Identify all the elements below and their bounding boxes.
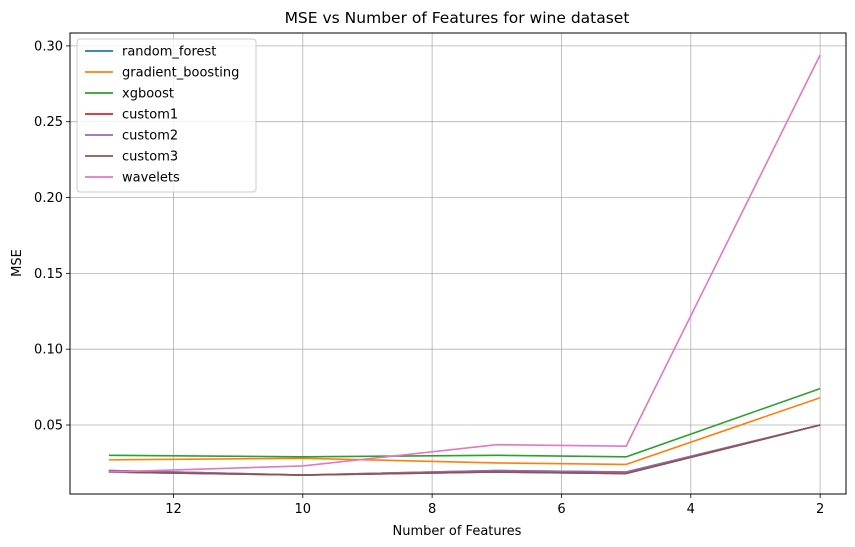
- x-axis-ticks: 12 10 8 6 4 2: [165, 494, 824, 517]
- x-tick-label: 8: [428, 502, 436, 517]
- series-line-gradient-boosting: [108, 396, 821, 466]
- legend-label: custom3: [122, 150, 178, 165]
- series-line-custom3: [108, 424, 821, 476]
- y-axis-label: MSE: [10, 249, 25, 277]
- x-tick-label: 6: [557, 502, 565, 517]
- legend-label: wavelets: [122, 171, 180, 186]
- legend-label: random_forest: [122, 45, 216, 60]
- series-line-xgboost: [108, 387, 821, 458]
- y-tick-label: 0.10: [34, 343, 63, 358]
- x-tick-label: 12: [165, 502, 182, 517]
- series-lines: [108, 54, 821, 476]
- y-tick-label: 0.05: [34, 419, 63, 434]
- legend-label: custom2: [122, 129, 178, 144]
- legend-label: xgboost: [122, 87, 174, 102]
- legend-label: gradient_boosting: [122, 66, 239, 81]
- series-line-wavelets: [108, 54, 821, 473]
- x-tick-label: 10: [295, 502, 312, 517]
- y-axis-ticks: 0.05 0.10 0.15 0.20 0.25 0.30: [34, 39, 70, 434]
- y-tick-label: 0.25: [34, 115, 63, 130]
- x-tick-label: 4: [687, 502, 695, 517]
- x-axis-label: Number of Features: [393, 524, 522, 539]
- y-tick-label: 0.20: [34, 191, 63, 206]
- chart-title: MSE vs Number of Features for wine datas…: [285, 9, 630, 27]
- x-tick-label: 2: [816, 502, 824, 517]
- plot-area-frame: [69, 32, 847, 495]
- y-tick-label: 0.15: [34, 267, 63, 282]
- legend-label: custom1: [122, 108, 178, 123]
- y-tick-label: 0.30: [34, 39, 63, 54]
- legend-box: [76, 38, 257, 193]
